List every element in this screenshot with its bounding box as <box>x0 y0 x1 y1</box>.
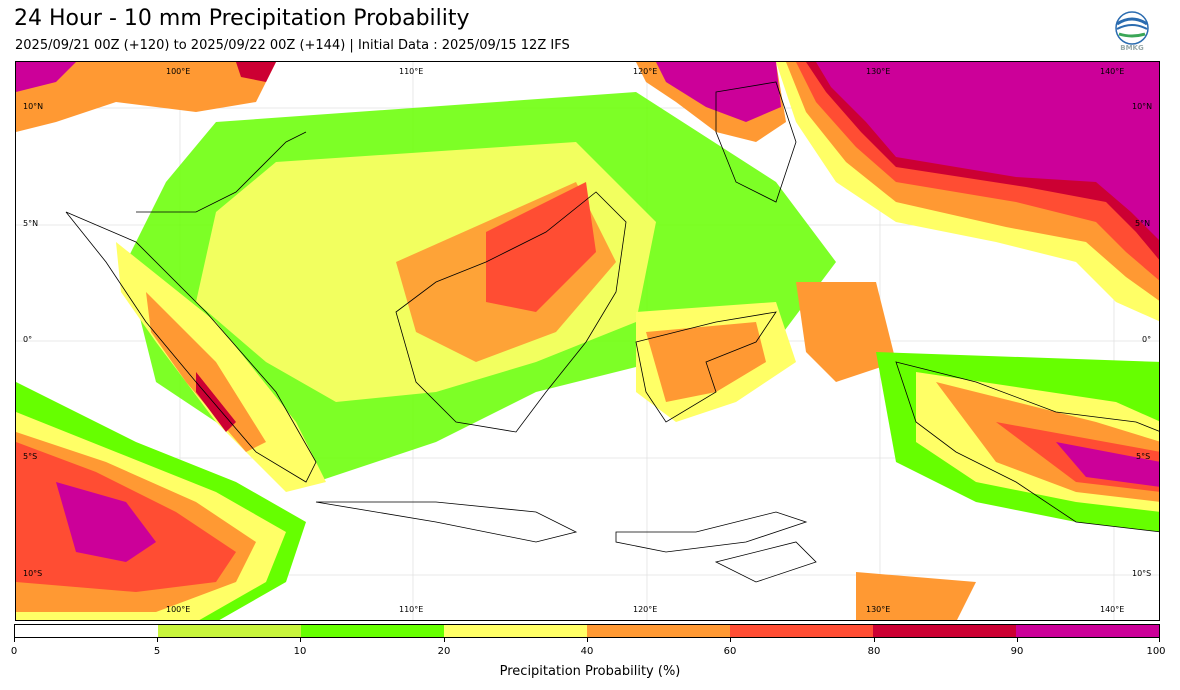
colorbar-tickmark <box>730 638 731 642</box>
colorbar-tick-label: 80 <box>867 646 881 657</box>
bmkg-logo-icon <box>1114 10 1150 54</box>
colorbar-tick-label: 0 <box>10 646 18 657</box>
lat-label-left: 5°N <box>23 219 39 228</box>
colorbar-segment <box>444 625 587 637</box>
colorbar-tick-label: 60 <box>723 646 737 657</box>
colorbar-tickmark <box>1017 638 1018 642</box>
colorbar-tickmark <box>1159 638 1160 642</box>
colorbar-label: Precipitation Probability (%) <box>499 664 681 679</box>
lon-label-bottom: 110°E <box>399 605 424 614</box>
map-title: 24 Hour - 10 mm Precipitation Probabilit… <box>14 6 470 31</box>
lat-label-right: 5°N <box>1135 219 1151 228</box>
lat-label-left: 10°N <box>23 102 44 111</box>
colorbar-tick-label: 100 <box>1146 646 1166 657</box>
colorbar-tick-label: 20 <box>437 646 451 657</box>
colorbar-segment <box>873 625 1016 637</box>
colorbar-tickmark <box>444 638 445 642</box>
colorbar-tickmark <box>157 638 158 642</box>
colorbar-tick-label: 90 <box>1010 646 1024 657</box>
coastlines <box>65 81 1159 583</box>
colorbar-tickmark <box>14 638 15 642</box>
lon-label-bottom: 120°E <box>633 605 658 614</box>
lon-label-bottom: 130°E <box>866 605 891 614</box>
colorbar-segment <box>158 625 301 637</box>
lat-label-right: 0° <box>1142 335 1152 344</box>
colorbar-tickmark <box>874 638 875 642</box>
precipitation-map: 100°E 110°E 120°E 130°E 140°E 100°E 110°… <box>15 61 1160 621</box>
lat-label-right: 5°S <box>1136 452 1151 461</box>
colorbar-segment <box>1016 625 1159 637</box>
colorbar-segment <box>587 625 730 637</box>
colorbar-tick-label: 5 <box>153 646 161 657</box>
lon-label-bottom: 140°E <box>1100 605 1125 614</box>
lat-label-right: 10°N <box>1132 102 1153 111</box>
lon-label-top: 120°E <box>633 67 658 76</box>
precipitation-field <box>16 62 1159 620</box>
lon-label-top: 130°E <box>866 67 891 76</box>
lon-label-top: 110°E <box>399 67 424 76</box>
lon-label-bottom: 100°E <box>166 605 191 614</box>
colorbar-segment <box>730 625 873 637</box>
colorbar-tick-label: 40 <box>580 646 594 657</box>
colorbar-tickmark <box>587 638 588 642</box>
colorbar-segment <box>15 625 158 637</box>
colorbar <box>14 624 1160 638</box>
lat-label-left: 0° <box>23 335 33 344</box>
lon-label-top: 100°E <box>166 67 191 76</box>
lat-label-left: 5°S <box>23 452 38 461</box>
lon-label-top: 140°E <box>1100 67 1125 76</box>
colorbar-tickmark <box>300 638 301 642</box>
logo-label: BMKG <box>1120 44 1144 52</box>
lat-label-left: 10°S <box>23 569 43 578</box>
colorbar-segment <box>301 625 444 637</box>
lat-label-right: 10°S <box>1132 569 1152 578</box>
map-subtitle: 2025/09/21 00Z (+120) to 2025/09/22 00Z … <box>15 38 570 53</box>
colorbar-tick-label: 10 <box>293 646 307 657</box>
